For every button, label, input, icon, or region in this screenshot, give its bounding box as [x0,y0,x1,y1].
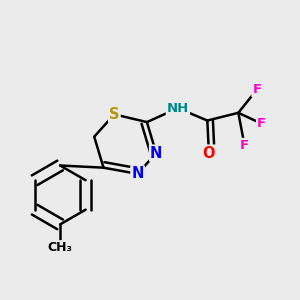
Text: S: S [109,107,120,122]
Text: CH₃: CH₃ [48,241,73,254]
Text: N: N [131,167,144,182]
Text: F: F [252,83,262,96]
Text: N: N [150,146,162,160]
Text: O: O [202,146,215,160]
Text: F: F [240,139,249,152]
Text: F: F [257,117,266,130]
Text: NH: NH [167,102,189,115]
